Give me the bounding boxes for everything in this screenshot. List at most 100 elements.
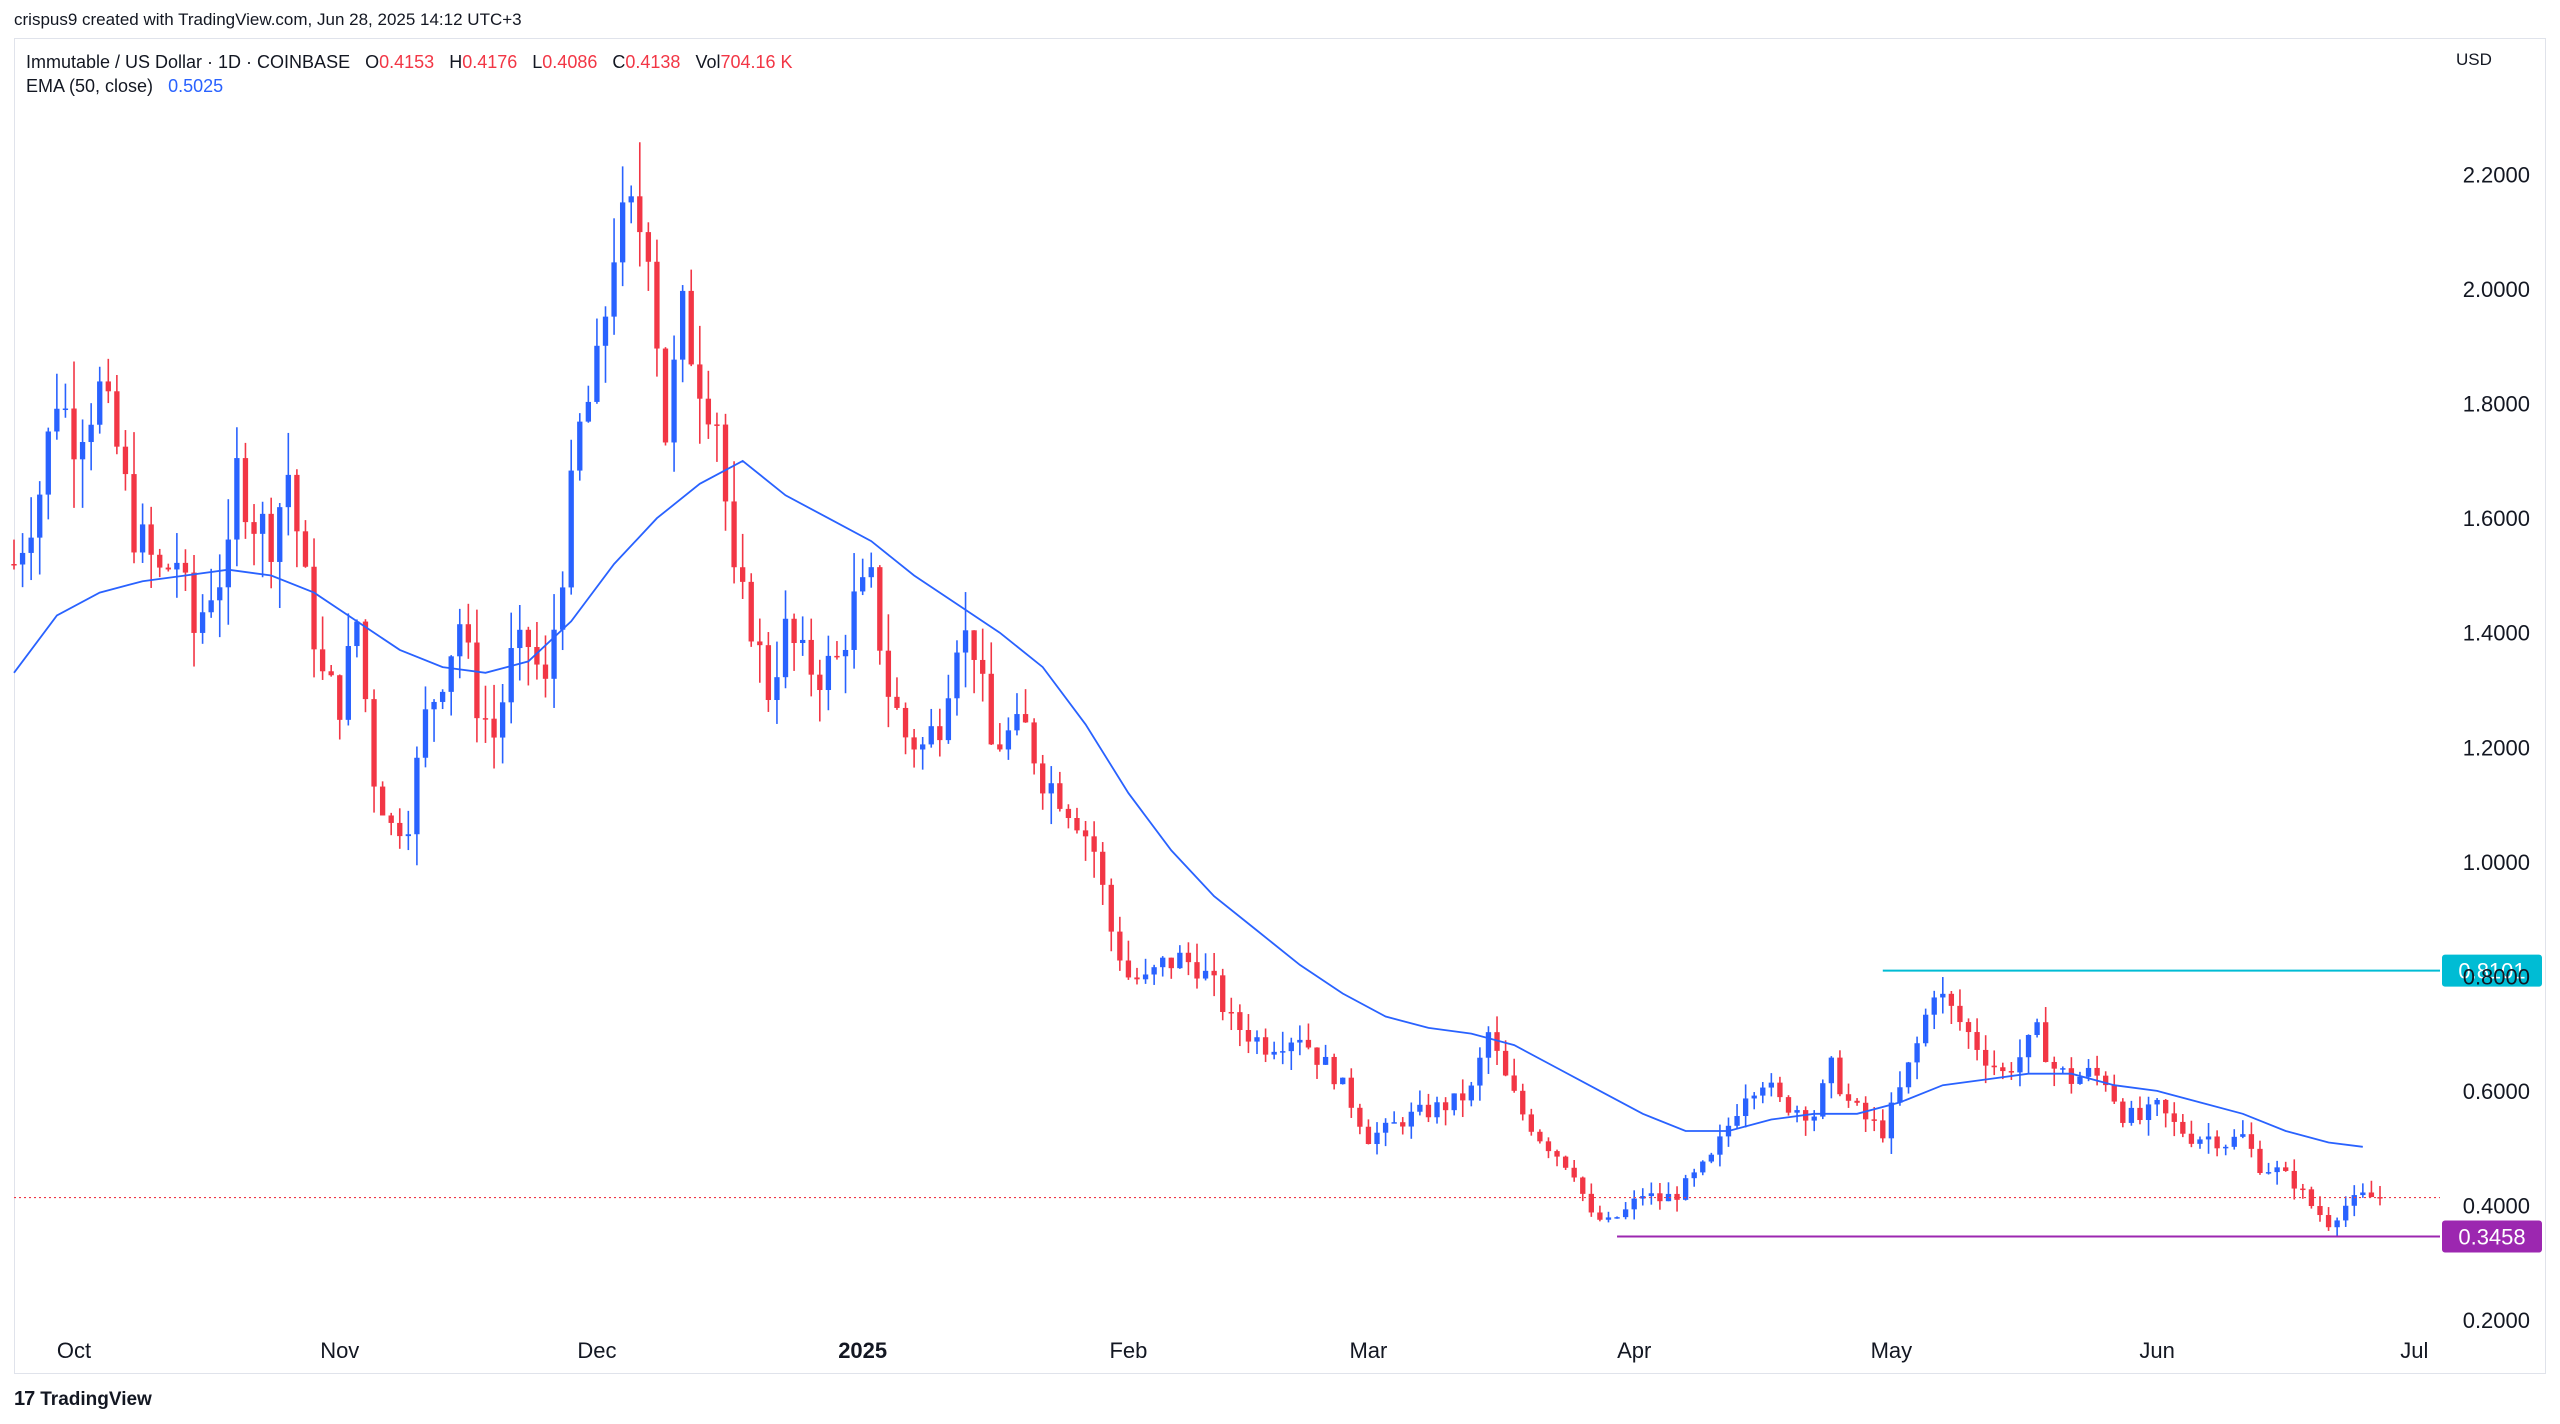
candle (508, 612, 514, 724)
candle (1091, 821, 1097, 878)
candle (1682, 1174, 1689, 1201)
candle-body (894, 696, 900, 708)
candle (1854, 1098, 1860, 1106)
candle (45, 427, 51, 520)
candle-body (877, 567, 883, 651)
candle-body (817, 674, 823, 691)
candle-body (139, 524, 146, 553)
candle (602, 306, 609, 383)
candle-body (319, 649, 326, 672)
candle-body (954, 652, 960, 699)
candle (1280, 1031, 1286, 1065)
candle-body (997, 744, 1003, 750)
candle-body (2197, 1139, 2203, 1144)
candle (619, 166, 626, 287)
legend: Immutable / US Dollar · 1D · COINBASE O0… (26, 50, 793, 98)
candle-body (679, 290, 686, 360)
resistance-price-label: 0.8101 (2458, 959, 2525, 984)
candle (662, 347, 669, 446)
candle-body (1082, 830, 1089, 837)
candle-body (1485, 1032, 1492, 1058)
currency-label[interactable]: USD (2456, 50, 2492, 69)
candle-body (1014, 714, 1020, 731)
candle (868, 552, 874, 588)
candle-body (491, 718, 497, 738)
legend-ohlc-row: Immutable / US Dollar · 1D · COINBASE O0… (26, 50, 793, 74)
candle (1305, 1023, 1312, 1050)
candle (371, 689, 377, 813)
candle-body (1288, 1042, 1294, 1052)
candle (1485, 1026, 1492, 1074)
candle-body (174, 562, 180, 570)
candle (1408, 1102, 1414, 1139)
candle (19, 533, 26, 588)
candle-body (2085, 1067, 2092, 1077)
candle (1288, 1037, 1294, 1071)
symbol-title[interactable]: Immutable / US Dollar · 1D · COINBASE (26, 52, 351, 72)
candle (860, 558, 866, 596)
candle (431, 699, 437, 742)
candle (1442, 1097, 1449, 1126)
candle-body (1974, 1032, 1980, 1050)
tradingview-logo-icon: 17 (14, 1388, 35, 1410)
candle-body (465, 624, 471, 643)
candle-body (791, 618, 797, 644)
candle (791, 613, 797, 671)
candle (1888, 1092, 1895, 1154)
candle (1948, 990, 1955, 1025)
candle (277, 502, 283, 609)
candle (139, 503, 146, 563)
candle-body (1691, 1172, 1697, 1179)
candle-body (2300, 1188, 2306, 1191)
candle (748, 573, 754, 647)
candle-body (962, 630, 969, 653)
candle (414, 746, 420, 866)
candle (199, 594, 206, 644)
ema-label: EMA (50, close) (26, 76, 154, 96)
candle (79, 419, 86, 508)
candle (671, 335, 677, 472)
candle-body (2223, 1146, 2229, 1149)
candle-body (1871, 1119, 1877, 1121)
candle-body (551, 629, 557, 679)
candle (1048, 766, 1054, 825)
candle-body (585, 401, 592, 422)
candle-body (1905, 1062, 1912, 1088)
candle-body (431, 701, 437, 710)
legend-ema-row[interactable]: EMA (50, close) 0.5025 (26, 74, 793, 98)
candle-body (1940, 993, 1946, 998)
tradingview-footer[interactable]: 17 TradingView (14, 1388, 152, 1411)
candle (1802, 1106, 1809, 1136)
candle (88, 403, 94, 471)
candle-body (474, 642, 480, 719)
candle-body (2111, 1085, 2117, 1102)
candle-body (2205, 1136, 2212, 1140)
candle-body (688, 290, 694, 365)
candle-body (79, 442, 86, 460)
candle-body (1751, 1095, 1757, 1099)
candle-body (397, 822, 403, 837)
candle (1014, 693, 1020, 736)
candle (1391, 1111, 1397, 1124)
candle (2077, 1071, 2083, 1085)
candle (251, 504, 257, 566)
candle (422, 686, 429, 768)
candle-body (379, 786, 386, 816)
x-tick-label: Jul (2400, 1338, 2428, 1363)
candle (122, 430, 129, 491)
candle (362, 619, 369, 713)
candle (1031, 718, 1037, 775)
candle-body (1477, 1057, 1483, 1086)
candle (388, 812, 394, 836)
candle-body (662, 348, 669, 443)
candle (2248, 1122, 2255, 1158)
candle-body (1948, 993, 1955, 1006)
candle (1374, 1122, 1380, 1155)
candle (62, 383, 69, 418)
candle-body (945, 698, 952, 741)
candle (1228, 997, 1234, 1031)
candle (1254, 1030, 1260, 1055)
candle (842, 634, 849, 694)
candle (1914, 1036, 1920, 1080)
